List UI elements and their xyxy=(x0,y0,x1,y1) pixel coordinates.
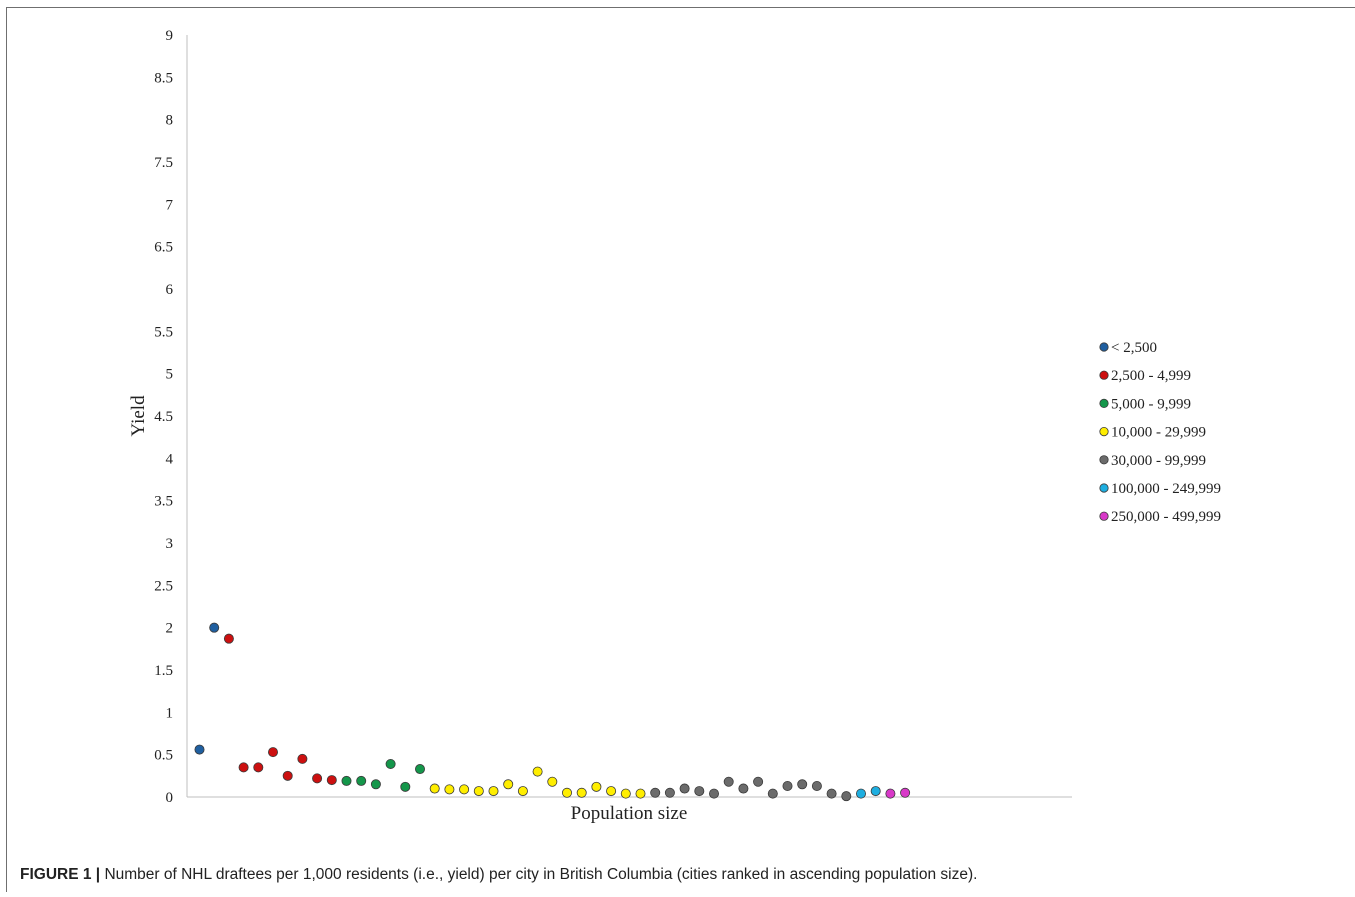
data-point-series-2 xyxy=(414,764,425,775)
y-tick-labels: 0 0.5 1 1.5 2 2.5 3 3.5 4 4.5 5 5.5 6 6.5 7 7.5 8 8.5 9 xyxy=(154,28,173,806)
data-point-series-4 xyxy=(679,783,690,794)
legend-marker xyxy=(1099,342,1109,352)
data-point-series-4 xyxy=(694,786,705,797)
data-point-series-3 xyxy=(473,786,484,797)
data-point-series-3 xyxy=(576,787,587,798)
data-point-series-3 xyxy=(562,787,573,798)
data-point-series-6 xyxy=(900,787,911,798)
data-point-series-4 xyxy=(782,780,793,791)
data-point-series-1 xyxy=(282,770,293,781)
data-point-series-5 xyxy=(870,786,881,797)
data-point-series-3 xyxy=(532,766,543,777)
y-tick-label: 1 xyxy=(166,705,174,721)
legend-marker xyxy=(1099,426,1109,437)
y-tick-label: 5.5 xyxy=(154,324,173,340)
data-point-series-5 xyxy=(856,788,867,799)
y-tick-label: 6 xyxy=(166,282,174,298)
data-point-series-3 xyxy=(620,788,631,799)
data-point-series-2 xyxy=(400,781,411,792)
y-tick-label: 7.5 xyxy=(154,155,173,171)
legend-label: 30,000 - 99,999 xyxy=(1111,453,1206,469)
y-tick-label: 0.5 xyxy=(154,748,173,764)
data-point-series-4 xyxy=(709,788,720,799)
data-point-series-4 xyxy=(811,780,822,791)
data-point-series-3 xyxy=(444,784,455,795)
y-tick-label: 2.5 xyxy=(154,578,173,594)
data-point-series-3 xyxy=(503,779,514,790)
y-tick-label: 8.5 xyxy=(154,70,173,86)
y-axis-title: Yield xyxy=(128,395,149,437)
data-point-series-0 xyxy=(209,622,220,633)
data-point-series-1 xyxy=(253,762,264,773)
legend-label: 10,000 - 29,999 xyxy=(1111,425,1206,441)
legend-label: 5,000 - 9,999 xyxy=(1111,396,1191,412)
data-point-series-6 xyxy=(885,788,896,799)
data-point-series-3 xyxy=(635,788,646,799)
legend-marker xyxy=(1099,370,1109,380)
legend-marker xyxy=(1099,455,1109,465)
data-point-series-3 xyxy=(488,786,499,797)
y-tick-label: 7 xyxy=(166,197,174,213)
y-tick-label: 8 xyxy=(166,113,174,129)
legend-marker xyxy=(1099,511,1109,521)
data-point-series-3 xyxy=(606,786,617,797)
data-point-series-2 xyxy=(370,779,381,790)
data-points xyxy=(194,622,911,802)
data-point-series-3 xyxy=(459,784,470,795)
data-point-series-1 xyxy=(238,762,249,773)
legend-label: 250,000 - 499,999 xyxy=(1111,509,1221,525)
legend-label: 100,000 - 249,999 xyxy=(1111,481,1221,497)
y-tick-label: 1.5 xyxy=(154,663,173,679)
figure-frame xyxy=(6,7,1355,892)
y-tick-label: 5 xyxy=(166,367,174,383)
legend-marker xyxy=(1099,398,1109,408)
data-point-series-4 xyxy=(738,783,749,794)
legend: < 2,500 2,500 - 4,999 5,000 - 9,999 10,000 … xyxy=(1099,340,1221,525)
data-point-series-2 xyxy=(341,775,352,786)
y-tick-label: 3.5 xyxy=(154,494,173,510)
y-tick-label: 4.5 xyxy=(154,409,173,425)
data-point-series-4 xyxy=(650,787,661,798)
data-point-series-2 xyxy=(356,775,367,786)
data-point-series-2 xyxy=(385,758,396,769)
x-axis-title: Population size xyxy=(571,803,688,824)
data-point-series-0 xyxy=(194,744,205,755)
data-point-series-1 xyxy=(223,633,234,644)
data-point-series-4 xyxy=(753,776,764,787)
legend-marker xyxy=(1099,483,1109,493)
y-tick-label: 0 xyxy=(166,790,174,806)
data-point-series-4 xyxy=(723,776,734,787)
data-point-series-1 xyxy=(326,775,337,786)
caption-text: Number of NHL draftees per 1,000 residen… xyxy=(100,866,978,883)
data-point-series-3 xyxy=(517,786,528,797)
figure-caption: FIGURE 1 | Number of NHL draftees per 1,… xyxy=(20,866,1350,884)
y-tick-label: 2 xyxy=(166,621,174,637)
data-point-series-4 xyxy=(826,788,837,799)
data-point-series-3 xyxy=(591,781,602,792)
data-point-series-3 xyxy=(429,783,440,794)
y-tick-label: 6.5 xyxy=(154,240,173,256)
data-point-series-1 xyxy=(267,747,278,758)
data-point-series-4 xyxy=(797,779,808,790)
legend-label: < 2,500 xyxy=(1111,340,1157,356)
data-point-series-4 xyxy=(841,791,852,802)
data-point-series-4 xyxy=(664,787,675,798)
y-tick-label: 4 xyxy=(166,451,174,467)
legend-label: 2,500 - 4,999 xyxy=(1111,368,1191,384)
data-point-series-1 xyxy=(312,773,323,784)
data-point-series-3 xyxy=(547,776,558,787)
y-tick-label: 9 xyxy=(166,28,174,44)
caption-label: FIGURE 1 | xyxy=(20,866,101,883)
data-point-series-4 xyxy=(767,788,778,799)
data-point-series-1 xyxy=(297,753,308,764)
y-tick-label: 3 xyxy=(166,536,174,552)
